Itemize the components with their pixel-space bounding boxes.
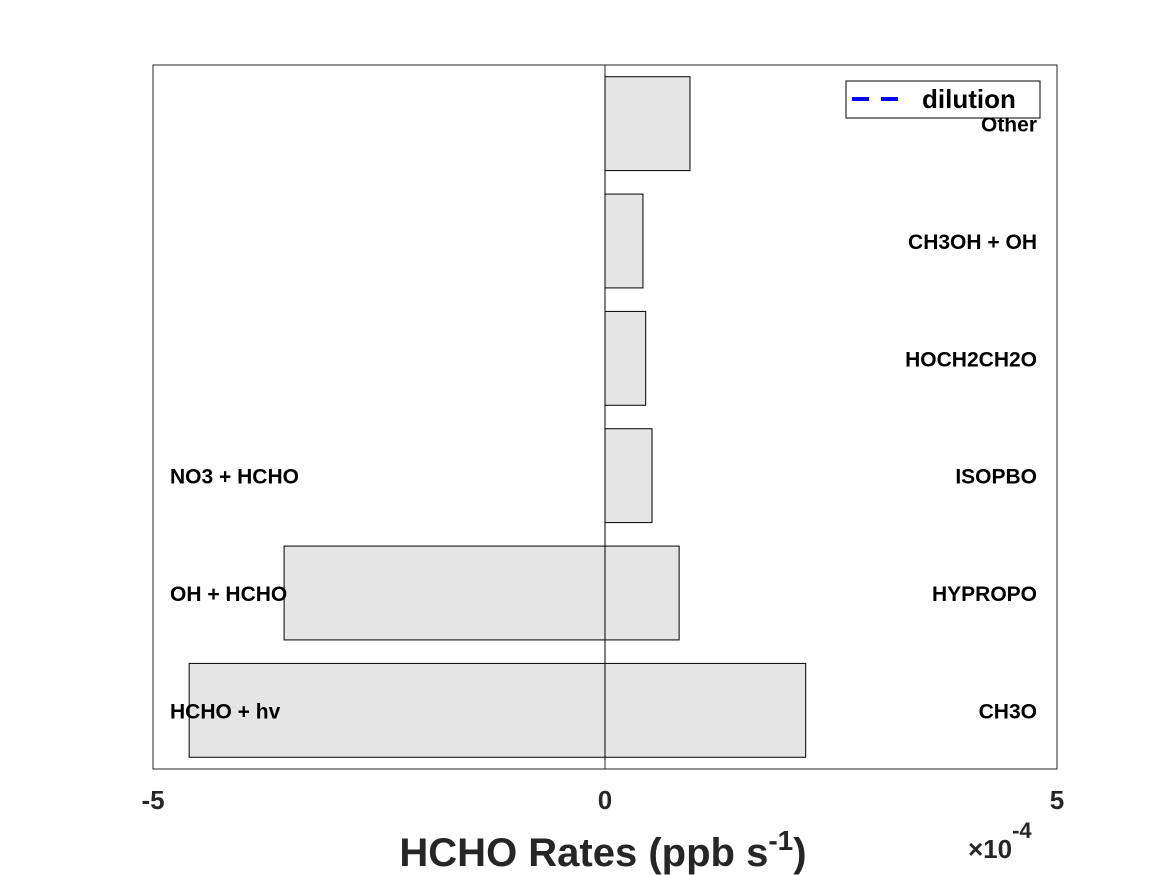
x-tick-label-1: 0 — [598, 785, 612, 815]
bar-loss-0 — [188, 662, 606, 758]
bar-labels-layer: CH3O HYPROPO ISOPBO HOCH2CH2O CH3OH + OH Othe… — [170, 114, 1037, 724]
legend-dilution-label: dilution — [922, 84, 1016, 114]
bar-production-4 — [604, 193, 644, 289]
bar-label-production-4: CH3OH + OH — [908, 231, 1037, 254]
x-tick-label-2: 5 — [1050, 785, 1064, 815]
x-multiplier-exponent: -4 — [1012, 818, 1032, 843]
x-ticks-layer: -5 0 5 — [141, 65, 1064, 815]
legend-box — [845, 80, 1041, 119]
x-axis-label-exponent: -1 — [768, 825, 793, 856]
x-axis-label: HCHO Rates (ppb s-1) — [399, 825, 806, 875]
x-axis-multiplier: ×10-4 — [968, 818, 1032, 864]
bar-label-loss-0: HCHO + hv — [170, 700, 281, 723]
bar-production-1 — [604, 545, 680, 641]
x-axis-label-main: HCHO Rates (ppb s — [399, 831, 768, 875]
bars-layer — [188, 76, 807, 758]
bar-production-0 — [604, 662, 807, 758]
bar-label-production-3: HOCH2CH2O — [905, 348, 1037, 371]
x-tick-label-0: -5 — [141, 785, 164, 815]
bar-label-loss-2: NO3 + HCHO — [170, 466, 299, 489]
bar-label-loss-1: OH + HCHO — [170, 583, 287, 606]
bar-label-production-5: Other — [981, 114, 1037, 137]
legend: dilution — [845, 80, 1041, 119]
bar-label-production-1: HYPROPO — [932, 583, 1037, 606]
bar-label-production-2: ISOPBO — [955, 466, 1037, 489]
bar-production-3 — [604, 310, 647, 406]
x-axis-label-suffix: ) — [793, 831, 806, 875]
bar-production-2 — [604, 428, 653, 524]
bar-production-5 — [604, 76, 691, 172]
bar-label-production-0: CH3O — [979, 700, 1037, 723]
bar-loss-1 — [283, 545, 606, 641]
x-multiplier-base: ×10 — [968, 834, 1012, 864]
